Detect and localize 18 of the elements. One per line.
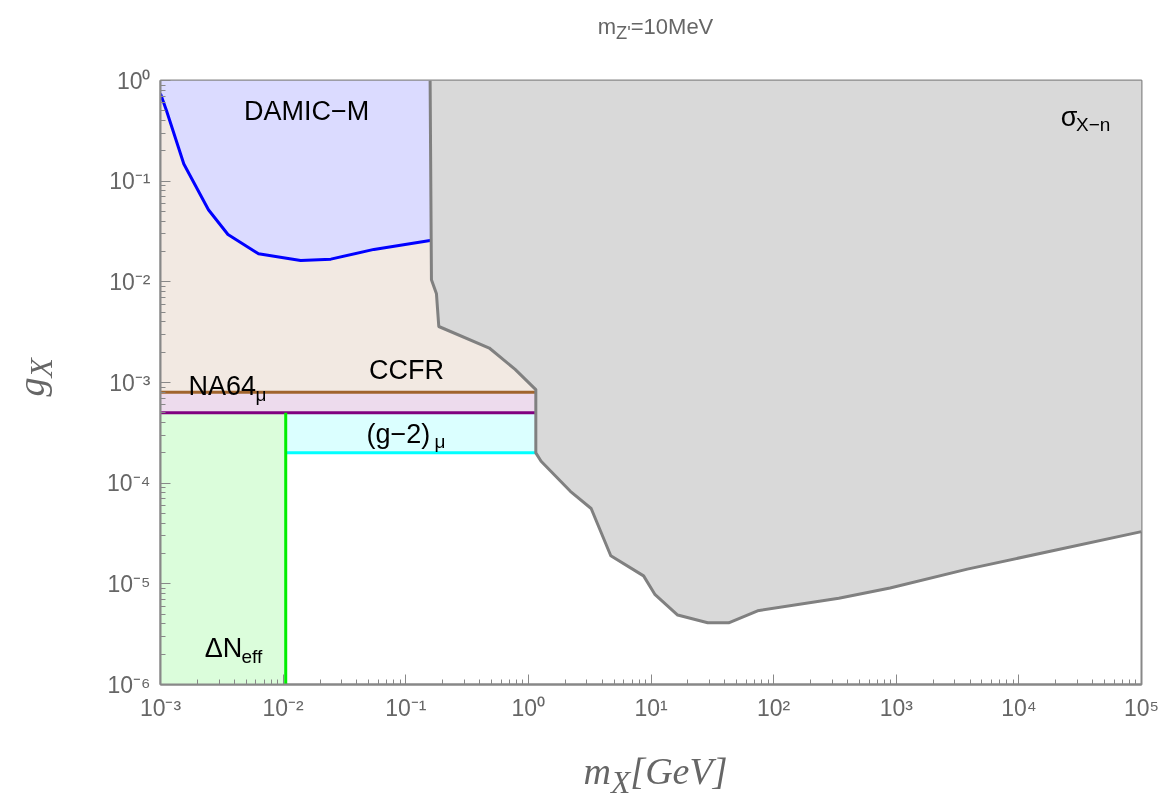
x-tick-label: 10³ <box>879 694 914 721</box>
y-tick-label: 10⁻² <box>109 268 151 295</box>
x-tick-label: 10² <box>757 694 791 721</box>
y-tick-label: 10⁻¹ <box>109 168 151 195</box>
y-tick-label: 10⁻⁵ <box>107 570 151 597</box>
y-tick-label: 10⁻³ <box>109 369 151 396</box>
x-tick-label: 10⁻² <box>262 694 305 721</box>
x-tick-label: 10⁵ <box>1123 694 1160 721</box>
annotation: CCFR <box>369 355 445 386</box>
annotation: DAMIC−M <box>243 95 370 126</box>
chart-title: m$_{Z'}$=10MeV <box>597 13 714 46</box>
y-tick-label: 10⁻⁴ <box>107 470 151 497</box>
x-tick-label: 10⁴ <box>1001 694 1037 721</box>
x-tick-label: 10⁰ <box>511 694 546 721</box>
x-axis-title: m$_{X}$[GeV] <box>583 749 728 802</box>
y-tick-label: 10⁰ <box>116 67 151 94</box>
x-tick-label: 10⁻¹ <box>385 694 427 721</box>
x-tick-label: 10¹ <box>634 694 668 721</box>
